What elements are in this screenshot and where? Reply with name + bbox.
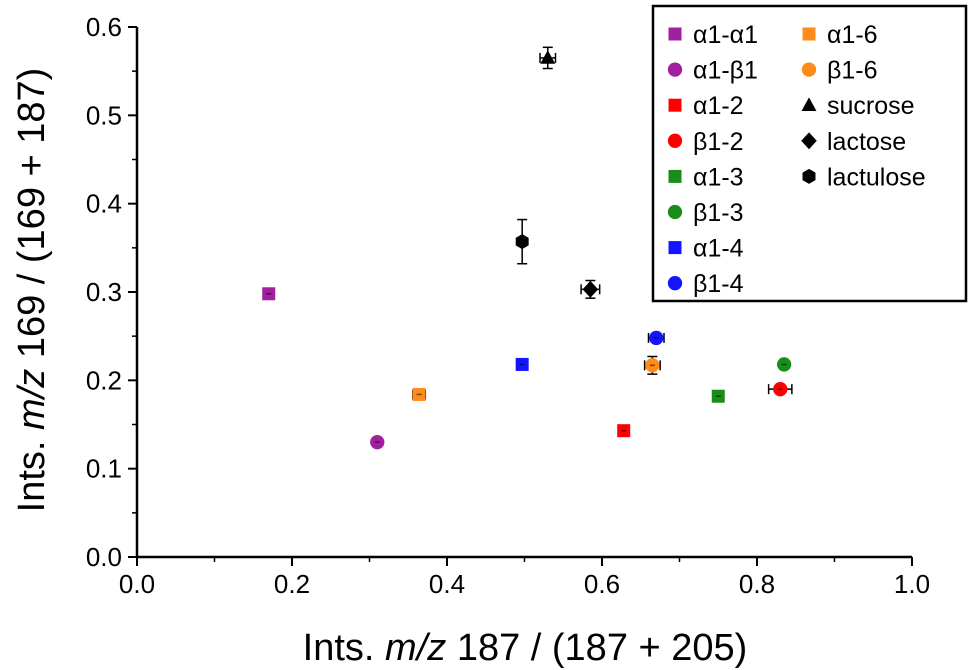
legend-marker — [802, 168, 816, 184]
legend-marker — [668, 169, 682, 183]
legend-marker — [668, 98, 682, 112]
data-point — [262, 287, 276, 301]
y-tick-label: 0.6 — [86, 12, 122, 42]
data-point — [370, 435, 385, 450]
tick-labels: 0.0 0.2 0.4 0.6 0.8 1.0 0.0 0.1 0.2 0.3 0.4 0.5 0.6 — [86, 12, 930, 599]
y-tick-label: 0.0 — [86, 542, 122, 572]
legend-label: α1-2 — [693, 92, 744, 120]
x-tick-label: 0.6 — [584, 569, 620, 599]
legend-item: β1-4 — [667, 270, 744, 298]
data-point — [647, 330, 665, 346]
legend-label: α1-β1 — [693, 57, 758, 85]
legend-item: α1-α1 — [668, 21, 758, 49]
legend-marker — [801, 132, 817, 150]
y-axis-label: Ints. m/z 169 / (169 + 187) — [11, 68, 53, 513]
legend-label: α1-3 — [693, 163, 744, 191]
legend-label: β1-2 — [693, 128, 744, 156]
legend-label: α1-6 — [827, 21, 878, 49]
legend-label: β1-6 — [827, 57, 878, 85]
legend-marker — [801, 62, 817, 77]
legend-label: lactose — [827, 128, 906, 156]
legend-label: lactulose — [827, 163, 926, 191]
legend-item: β1-6 — [801, 57, 878, 85]
data-point — [643, 355, 661, 375]
y-tick-label: 0.1 — [86, 454, 122, 484]
x-tick-label: 0.0 — [119, 569, 155, 599]
legend-item: α1-3 — [668, 163, 744, 191]
data-point — [580, 279, 601, 299]
data-point — [617, 424, 631, 438]
x-tick-label: 0.8 — [739, 569, 775, 599]
data-points — [262, 46, 793, 450]
legend-marker — [668, 27, 682, 41]
legend-item: sucrose — [801, 92, 915, 120]
data-point — [711, 389, 725, 403]
legend-label: β1-3 — [693, 199, 744, 227]
data-point — [412, 387, 427, 401]
legend-item: β1-2 — [667, 128, 744, 156]
legend-item: α1-4 — [668, 235, 744, 263]
legend: α1-α1 α1-β1 α1-2 β1-2 α1-3 β1-3 α1-4 β1-4 α1-6 β1… — [651, 4, 968, 303]
data-marker-sucrose — [540, 50, 556, 64]
legend-marker — [802, 27, 816, 41]
data-point — [515, 218, 529, 265]
data-point — [776, 357, 792, 372]
data-point — [539, 46, 557, 70]
legend-box — [651, 4, 968, 303]
y-tick-label: 0.5 — [86, 100, 122, 130]
y-tick-label: 0.2 — [86, 365, 122, 395]
y-tick-label: 0.3 — [86, 277, 122, 307]
legend-marker — [667, 276, 683, 291]
y-tick-label: 0.4 — [86, 189, 122, 219]
legend-item: α1-β1 — [667, 57, 758, 85]
legend-label: α1-4 — [693, 235, 744, 263]
legend-marker — [667, 133, 683, 148]
legend-marker — [667, 62, 683, 77]
legend-item: α1-6 — [802, 21, 878, 49]
data-point — [767, 382, 793, 397]
legend-item: α1-2 — [668, 92, 744, 120]
data-point — [515, 357, 529, 371]
legend-item: lactose — [801, 128, 906, 156]
legend-marker — [801, 97, 817, 112]
legend-item: β1-3 — [667, 199, 744, 227]
x-axis-label: Ints. m/z 187 / (187 + 205) — [303, 627, 748, 669]
legend-label: β1-4 — [693, 270, 744, 298]
legend-label: α1-α1 — [693, 21, 758, 49]
legend-label: sucrose — [827, 92, 915, 120]
x-tick-label: 0.2 — [274, 569, 310, 599]
legend-marker — [667, 204, 683, 220]
axes — [128, 26, 913, 566]
legend-marker — [668, 241, 682, 255]
x-tick-label: 0.4 — [429, 569, 465, 599]
x-tick-label: 1.0 — [894, 569, 930, 599]
legend-item: lactulose — [802, 163, 926, 191]
